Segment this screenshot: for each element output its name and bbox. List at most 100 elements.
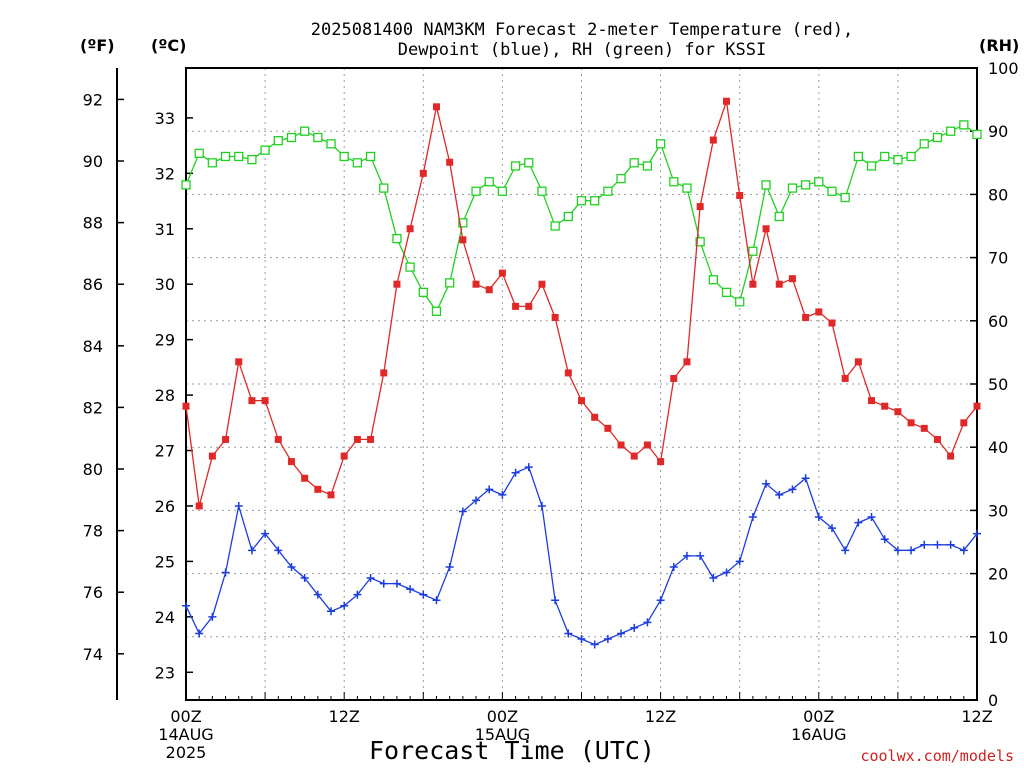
- rh-tick-label: 20: [988, 565, 1008, 584]
- x-tick-label: 00Z: [803, 707, 834, 726]
- data-point: [866, 161, 877, 171]
- data-point: [932, 132, 943, 143]
- rh-tick-label: 10: [988, 628, 1008, 647]
- data-point: [868, 397, 876, 405]
- data-point: [828, 319, 836, 327]
- celsius-tick-label: 32: [155, 164, 175, 183]
- data-point: [182, 601, 190, 610]
- data-point: [405, 262, 415, 272]
- x-tick-label: 12Z: [645, 707, 676, 726]
- gridlines: [186, 68, 977, 700]
- data-point: [472, 280, 480, 288]
- data-point: [787, 183, 798, 193]
- data-point: [340, 601, 349, 610]
- data-point: [906, 151, 916, 162]
- celsius-tick-label: 28: [155, 386, 175, 405]
- data-point: [920, 424, 928, 432]
- data-point: [801, 474, 810, 483]
- data-point: [353, 590, 362, 599]
- data-point: [340, 452, 348, 460]
- data-point: [248, 397, 256, 405]
- data-point: [445, 278, 455, 288]
- data-point: [800, 180, 811, 190]
- data-point: [840, 192, 850, 203]
- data-point: [314, 485, 322, 493]
- data-point: [735, 297, 745, 307]
- data-point: [578, 397, 585, 405]
- rh-tick-label: 40: [988, 438, 1008, 457]
- data-point: [762, 225, 770, 233]
- data-point: [261, 397, 269, 405]
- data-point: [313, 132, 323, 143]
- x-tick-label: 15AUG: [475, 725, 530, 744]
- data-point: [207, 158, 218, 168]
- data-point: [485, 485, 494, 494]
- data-point: [273, 136, 283, 146]
- data-point: [959, 546, 968, 555]
- data-point: [551, 313, 559, 321]
- data-point: [841, 374, 849, 382]
- data-point: [973, 529, 981, 538]
- data-point: [300, 574, 309, 583]
- data-point: [274, 435, 282, 443]
- axes: 74 76 78 80 82 84 86 88 90 92 23 24 25 26 27 28 29 30 31 32…: [83, 59, 1019, 762]
- data-point: [867, 513, 876, 522]
- x-tick-label: 16AUG: [791, 725, 846, 744]
- data-point: [603, 186, 613, 196]
- data-point: [630, 623, 639, 632]
- data-point: [510, 161, 521, 171]
- data-point: [604, 424, 612, 432]
- celsius-tick-label: 31: [155, 220, 175, 239]
- data-point: [247, 546, 256, 555]
- fahrenheit-tick-label: 92: [83, 90, 103, 109]
- data-point: [774, 211, 784, 222]
- data-point: [524, 158, 534, 168]
- data-point: [972, 129, 982, 140]
- data-point: [379, 579, 388, 588]
- data-point: [365, 151, 376, 162]
- fahrenheit-tick-label: 88: [83, 214, 103, 233]
- x-tick-label: 14AUG: [158, 725, 213, 744]
- data-point: [512, 302, 520, 310]
- data-point: [419, 169, 427, 177]
- celsius-tick-label: 30: [155, 275, 175, 294]
- data-point: [656, 596, 665, 605]
- data-point: [353, 435, 361, 443]
- fahrenheit-tick-label: 74: [83, 645, 103, 664]
- data-point: [498, 490, 507, 499]
- data-point: [590, 640, 599, 649]
- data-point: [445, 562, 454, 571]
- data-point: [261, 529, 270, 538]
- data-point: [683, 358, 691, 366]
- data-point: [471, 186, 481, 196]
- data-point: [907, 419, 915, 427]
- data-point: [696, 203, 704, 211]
- data-point: [380, 369, 388, 377]
- data-point: [287, 458, 295, 466]
- data-point: [748, 246, 758, 256]
- fahrenheit-tick-label: 84: [83, 337, 103, 356]
- data-point: [603, 635, 612, 644]
- rh-unit-label: (RH): [979, 36, 1019, 55]
- data-point: [577, 635, 586, 644]
- data-point: [761, 180, 771, 190]
- data-point: [617, 441, 625, 449]
- data-point: [762, 479, 771, 488]
- data-point: [431, 306, 442, 316]
- data-point: [696, 551, 705, 560]
- data-point: [498, 269, 506, 277]
- data-point: [775, 490, 784, 499]
- data-point: [643, 618, 652, 627]
- celsius-tick-label: 29: [155, 331, 175, 350]
- data-point: [815, 308, 823, 316]
- data-point: [670, 374, 678, 382]
- data-point: [458, 218, 468, 228]
- data-point: [576, 196, 587, 206]
- data-point: [960, 419, 968, 427]
- data-point: [234, 501, 243, 510]
- data-point: [945, 126, 956, 136]
- data-point: [894, 408, 902, 416]
- data-point: [234, 151, 244, 162]
- data-point: [907, 546, 916, 555]
- data-point: [814, 177, 824, 187]
